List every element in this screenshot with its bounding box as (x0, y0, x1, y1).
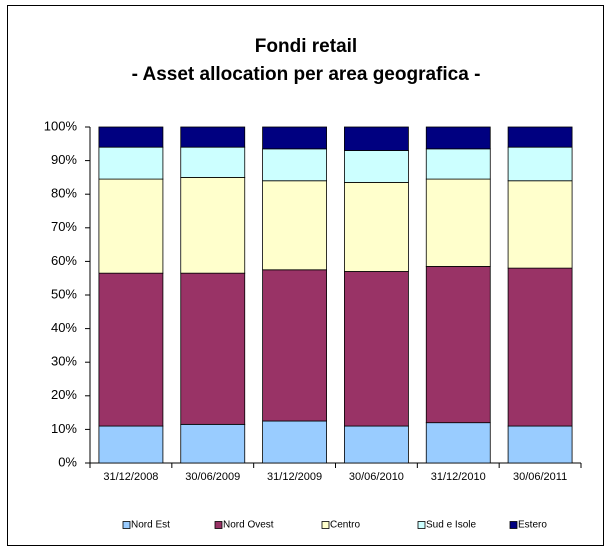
x-tick-label: 30/06/2010 (349, 471, 404, 483)
x-tick-label: 31/12/2008 (103, 471, 158, 483)
bar-segment (262, 126, 327, 150)
bar-segment (98, 425, 164, 464)
y-tick-label: 100% (44, 118, 78, 133)
bar-segment (262, 180, 327, 271)
legend-label: Estero (518, 520, 547, 531)
bar-segment (98, 272, 164, 427)
bar-segment (344, 182, 409, 272)
bar-segment (425, 422, 491, 464)
bar-segment (180, 146, 246, 178)
chart-title: Fondi retail (255, 36, 357, 57)
bar-segment (507, 126, 573, 148)
bar-segment (507, 425, 573, 464)
bar-segment (180, 176, 246, 274)
bar-segment (425, 178, 491, 267)
legend-label: Centro (330, 520, 360, 531)
chart-subtitle: - Asset allocation per area geografica - (132, 64, 481, 85)
bar-segment (344, 271, 409, 427)
legend-swatch (214, 521, 223, 529)
y-tick-label: 60% (51, 253, 77, 268)
bar-segment (507, 146, 573, 182)
bar-segment (262, 148, 327, 182)
legend-swatch (122, 521, 131, 529)
y-tick-label: 50% (51, 286, 77, 301)
bar-segment (180, 126, 246, 148)
bar-segment (344, 126, 409, 151)
x-tick-label: 31/12/2009 (267, 471, 322, 483)
x-tick-label: 30/06/2009 (185, 471, 240, 483)
y-tick-label: 10% (51, 421, 77, 436)
bar-segment (262, 269, 327, 422)
bar-segment (98, 146, 164, 180)
legend-label: Nord Ovest (223, 520, 274, 531)
legend-swatch (321, 521, 330, 529)
bar-segment (180, 272, 246, 425)
bar-segment (98, 178, 164, 274)
bar-segment (98, 126, 164, 148)
y-tick-label: 20% (51, 387, 77, 402)
bar-segment (180, 423, 246, 464)
bar-segment (507, 180, 573, 269)
legend-swatch (417, 521, 426, 529)
y-tick-label: 70% (51, 219, 77, 234)
y-tick-label: 40% (51, 320, 77, 335)
y-tick-label: 80% (51, 186, 77, 201)
legend-label: Sud e Isole (426, 520, 476, 531)
bar-segment (262, 420, 327, 464)
bar-segment (425, 148, 491, 180)
legend-label: Nord Est (131, 520, 170, 531)
y-tick-label: 30% (51, 354, 77, 369)
bar-segment (425, 126, 491, 150)
x-tick-label: 31/12/2010 (431, 471, 486, 483)
bar-segment (425, 266, 491, 424)
y-tick-label: 90% (51, 152, 77, 167)
x-tick-label: 30/06/2011 (513, 471, 567, 483)
bar-segment (344, 150, 409, 183)
y-tick-label: 0% (58, 454, 77, 469)
bar-segment (507, 267, 573, 427)
legend-swatch (509, 521, 518, 529)
bar-segment (344, 425, 409, 464)
